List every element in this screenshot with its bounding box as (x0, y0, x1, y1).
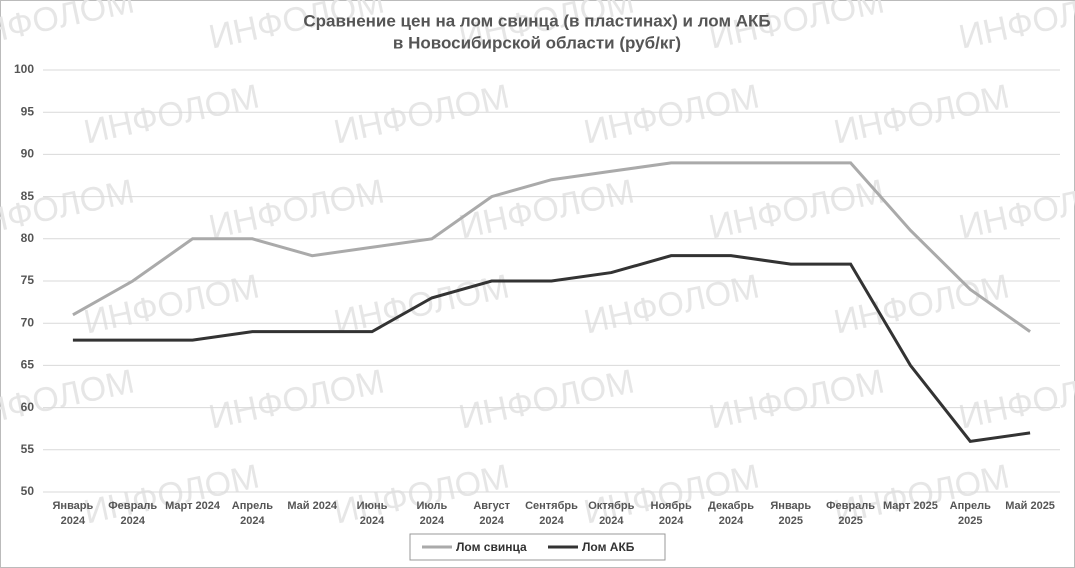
y-tick-label: 90 (21, 147, 35, 161)
legend-box (409, 533, 666, 561)
y-tick-label: 75 (21, 273, 35, 287)
x-tick-label: Сентябрь 2024 (525, 500, 578, 527)
y-tick-label: 50 (21, 484, 35, 498)
x-tick-label: Апрель 2024 (231, 500, 273, 527)
x-tick-label: Март 2024 (165, 500, 220, 512)
x-tick-label: Январь 2024 (52, 500, 94, 527)
legend-label: Лом АКБ (582, 540, 635, 554)
x-tick-label: Май 2025 (1005, 500, 1055, 512)
y-tick-label: 65 (21, 358, 35, 372)
y-tick-label: 100 (14, 62, 34, 76)
y-tick-label: 80 (21, 231, 35, 245)
legend-label: Лом свинца (456, 540, 527, 554)
x-tick-label: Июль 2024 (416, 500, 448, 527)
x-tick-label: Февраль 2025 (826, 500, 876, 527)
x-tick-label: Январь 2025 (770, 500, 812, 527)
series-line (72, 254, 1031, 443)
x-tick-label: Июнь 2024 (356, 500, 388, 527)
x-tick-label: Май 2024 (287, 500, 338, 512)
x-tick-label: Март 2025 (882, 500, 938, 512)
y-tick-label: 60 (21, 400, 35, 414)
chart-title: в Новосибирской области (руб/кг) (393, 33, 681, 52)
x-tick-label: Август 2024 (473, 500, 510, 527)
x-tick-label: Ноябрь 2024 (650, 500, 692, 527)
y-tick-label: 85 (21, 189, 35, 203)
y-tick-label: 55 (21, 442, 35, 456)
x-tick-label: Апрель 2025 (949, 500, 991, 527)
x-tick-label: Декабрь 2024 (707, 500, 754, 527)
x-tick-label: Февраль 2024 (108, 500, 158, 527)
x-tick-label: Октябрь 2024 (588, 500, 635, 527)
y-tick-label: 70 (21, 315, 35, 329)
y-tick-label: 95 (21, 104, 35, 118)
chart-title: Сравнение цен на лом свинца (в пластинах… (303, 11, 770, 30)
series-line (72, 161, 1031, 333)
